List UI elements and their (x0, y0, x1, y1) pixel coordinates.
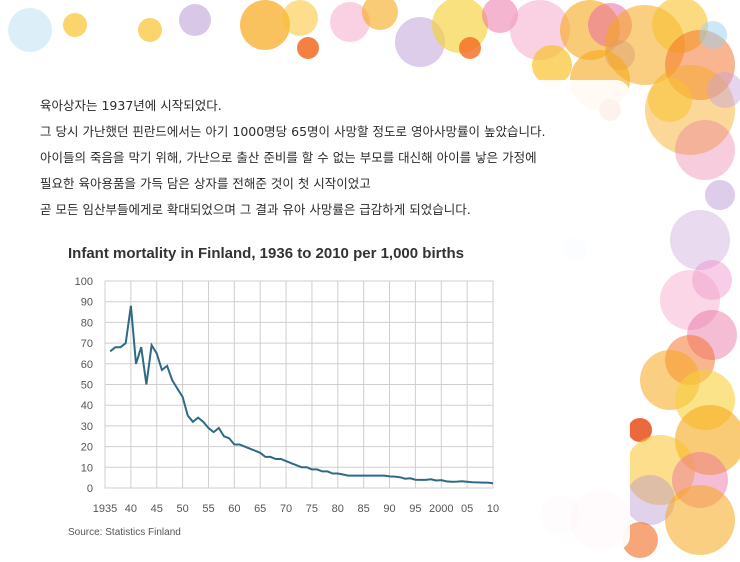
y-tick-label: 90 (81, 297, 93, 309)
intro-text: 육아상자는 1937년에 시작되었다. 그 당시 가난했던 핀란드에서는 아기 … (40, 93, 640, 223)
infant-mortality-chart: Infant mortality in Finland, 1936 to 201… (68, 245, 499, 538)
decorative-bubble (330, 2, 370, 42)
y-tick-label: 20 (81, 442, 93, 454)
x-tick-label: 95 (409, 503, 421, 515)
x-tick-label: 80 (332, 503, 344, 515)
y-tick-label: 10 (81, 462, 93, 474)
y-tick-label: 70 (81, 338, 93, 350)
y-axis-ticks: 0 10 20 30 40 50 60 70 80 90 100 (75, 276, 93, 495)
content-card (20, 80, 630, 550)
y-tick-label: 40 (81, 400, 93, 412)
x-tick-label: 2000 (429, 503, 453, 515)
decorative-bubble (699, 21, 727, 49)
x-tick-label: 10 (487, 503, 499, 515)
y-tick-label: 50 (81, 380, 93, 392)
decorative-bubble (362, 0, 398, 30)
intro-line: 곧 모든 임산부들에게로 확대되었으며 그 결과 유아 사망률은 급감하게 되었… (40, 202, 471, 217)
decorative-bubble (8, 8, 52, 52)
decorative-bubble (665, 485, 735, 555)
intro-line: 아이들의 죽음을 막기 위해, 가난으로 출산 준비를 할 수 없는 부모를 대… (40, 150, 537, 165)
x-tick-label: 55 (202, 503, 214, 515)
intro-line: 필요한 육아용품을 가득 담은 상자를 전해준 것이 첫 시작이었고 (40, 176, 371, 191)
intro-line: 육아상자는 1937년에 시작되었다. (40, 98, 222, 113)
decorative-bubble (707, 72, 740, 108)
y-tick-label: 30 (81, 421, 93, 433)
x-tick-label: 90 (383, 503, 395, 515)
decorative-bubble (670, 210, 730, 270)
decorative-bubble (622, 522, 658, 558)
x-tick-label: 75 (306, 503, 318, 515)
x-tick-label: 45 (151, 503, 163, 515)
decorative-bubble (179, 4, 211, 36)
decorative-bubble (628, 418, 652, 442)
decorative-bubble (240, 0, 290, 50)
chart-title: Infant mortality in Finland, 1936 to 201… (68, 245, 464, 262)
decorative-bubble (63, 13, 87, 37)
y-tick-label: 80 (81, 317, 93, 329)
y-tick-label: 60 (81, 359, 93, 371)
decorative-bubble (482, 0, 518, 33)
x-tick-label: 85 (358, 503, 370, 515)
y-tick-label: 0 (87, 483, 93, 495)
decorative-bubble (297, 37, 319, 59)
decorative-bubble (705, 180, 735, 210)
decorative-bubble (675, 120, 735, 180)
intro-line: 그 당시 가난했던 핀란드에서는 아기 1000명당 65명이 사망할 정도로 … (40, 124, 546, 139)
x-tick-label: 50 (176, 503, 188, 515)
chart-grid (104, 280, 494, 489)
decorative-bubble (510, 0, 570, 60)
decorative-bubble (138, 18, 162, 42)
x-tick-label: 40 (125, 503, 137, 515)
x-tick-label: 70 (280, 503, 292, 515)
decorative-bubble (660, 270, 720, 330)
x-tick-label: 1935 (93, 503, 117, 515)
chart-source: Source: Statistics Finland (68, 527, 181, 538)
decorative-bubble (625, 475, 675, 525)
series-line (109, 305, 494, 485)
x-tick-label: 05 (461, 503, 473, 515)
x-tick-label: 65 (254, 503, 266, 515)
decorative-bubble (459, 37, 481, 59)
decorative-bubble (648, 78, 692, 122)
x-tick-label: 60 (228, 503, 240, 515)
decorative-bubble (692, 260, 732, 300)
decorative-bubble (282, 0, 318, 36)
decorative-bubble (532, 45, 572, 85)
y-tick-label: 100 (75, 276, 93, 288)
x-axis-ticks: 1935 40 45 50 55 60 65 70 75 80 85 90 95 2000 05 10 (93, 503, 499, 515)
decorative-bubble (625, 435, 695, 505)
